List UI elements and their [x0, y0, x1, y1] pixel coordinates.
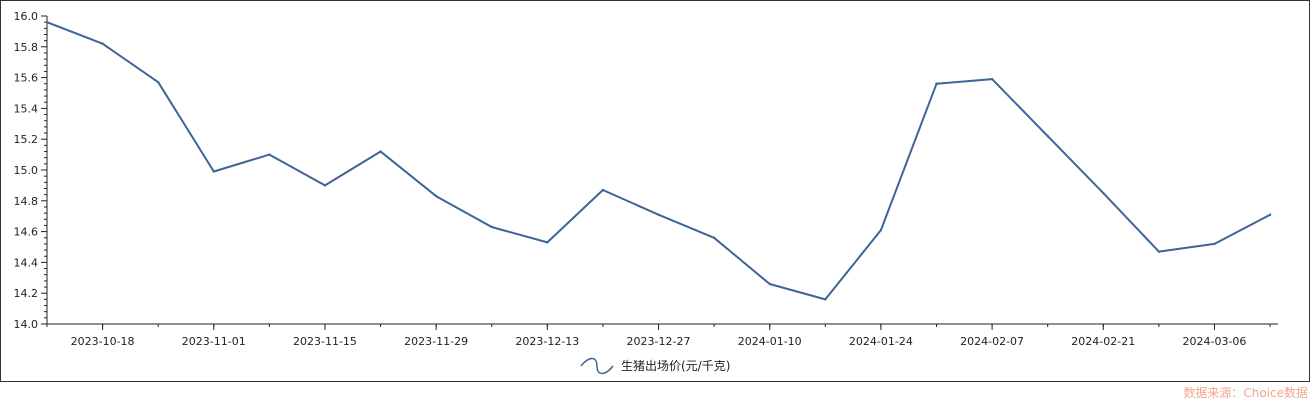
- data-point: [879, 228, 883, 232]
- data-point: [1157, 250, 1161, 253]
- y-tick-label: 15.2: [14, 133, 39, 146]
- legend-symbol-icon: [580, 357, 614, 375]
- data-point: [212, 170, 215, 173]
- data-point: [101, 42, 104, 45]
- data-point: [323, 184, 327, 187]
- y-tick-label: 15.6: [14, 72, 39, 85]
- y-tick-label: 14.8: [14, 195, 39, 208]
- y-tick-label: 14.0: [14, 318, 39, 331]
- chart-frame: 14.0 14.2 14.4 14.6 14.8 15.0 15.2 15.4 15.6 15.8…: [0, 0, 1310, 382]
- data-point: [1102, 191, 1105, 195]
- x-tick-label: 2024-02-07: [960, 335, 1024, 348]
- y-tick-label: 15.8: [14, 41, 39, 54]
- x-tick-label: 2023-11-29: [404, 335, 468, 348]
- line-chart: 14.0 14.2 14.4 14.6 14.8 15.0 15.2 15.4 15.6 15.8…: [14, 10, 1278, 375]
- series-line: [46, 21, 1272, 301]
- data-point: [45, 20, 49, 24]
- source-note: 数据来源：Choice数据: [1183, 386, 1308, 400]
- data-point: [546, 241, 549, 244]
- legend[interactable]: 生猪出场价(元/千克): [580, 357, 730, 375]
- x-tick-label: 2023-12-13: [515, 335, 579, 348]
- y-tick-label: 15.4: [14, 102, 39, 115]
- data-point: [1268, 213, 1272, 216]
- x-tick-label: 2024-03-06: [1182, 335, 1246, 348]
- y-tick-label: 14.6: [14, 226, 39, 239]
- data-point: [768, 282, 771, 286]
- legend-label: 生猪出场价(元/千克): [621, 359, 730, 373]
- data-point: [379, 150, 382, 153]
- x-tick-label: 2023-10-18: [71, 335, 135, 348]
- data-point: [434, 194, 438, 198]
- data-point: [268, 153, 271, 156]
- data-point: [990, 77, 994, 81]
- data-point: [490, 225, 493, 229]
- series-layer: [45, 20, 1272, 301]
- data-point: [712, 236, 716, 239]
- y-tick-label: 15.0: [14, 164, 39, 177]
- x-tick-label: 2024-02-21: [1071, 335, 1135, 348]
- x-tick-label: 2024-01-10: [738, 335, 802, 348]
- data-point: [156, 81, 160, 84]
- axes: 14.0 14.2 14.4 14.6 14.8 15.0 15.2 15.4 15.6 15.8…: [14, 10, 1278, 348]
- x-tick-label: 2023-11-15: [293, 335, 357, 348]
- x-tick-label: 2023-12-27: [627, 335, 691, 348]
- data-point: [1213, 242, 1216, 246]
- data-point: [657, 213, 660, 216]
- y-tick-label: 14.4: [14, 256, 39, 269]
- data-point: [935, 82, 938, 85]
- x-tick-label: 2023-11-01: [182, 335, 246, 348]
- data-point: [824, 298, 827, 301]
- y-tick-label: 16.0: [14, 10, 39, 23]
- data-point: [601, 188, 605, 192]
- x-tick-label: 2024-01-24: [849, 335, 913, 348]
- y-tick-label: 14.2: [14, 287, 39, 300]
- data-point: [1046, 134, 1049, 138]
